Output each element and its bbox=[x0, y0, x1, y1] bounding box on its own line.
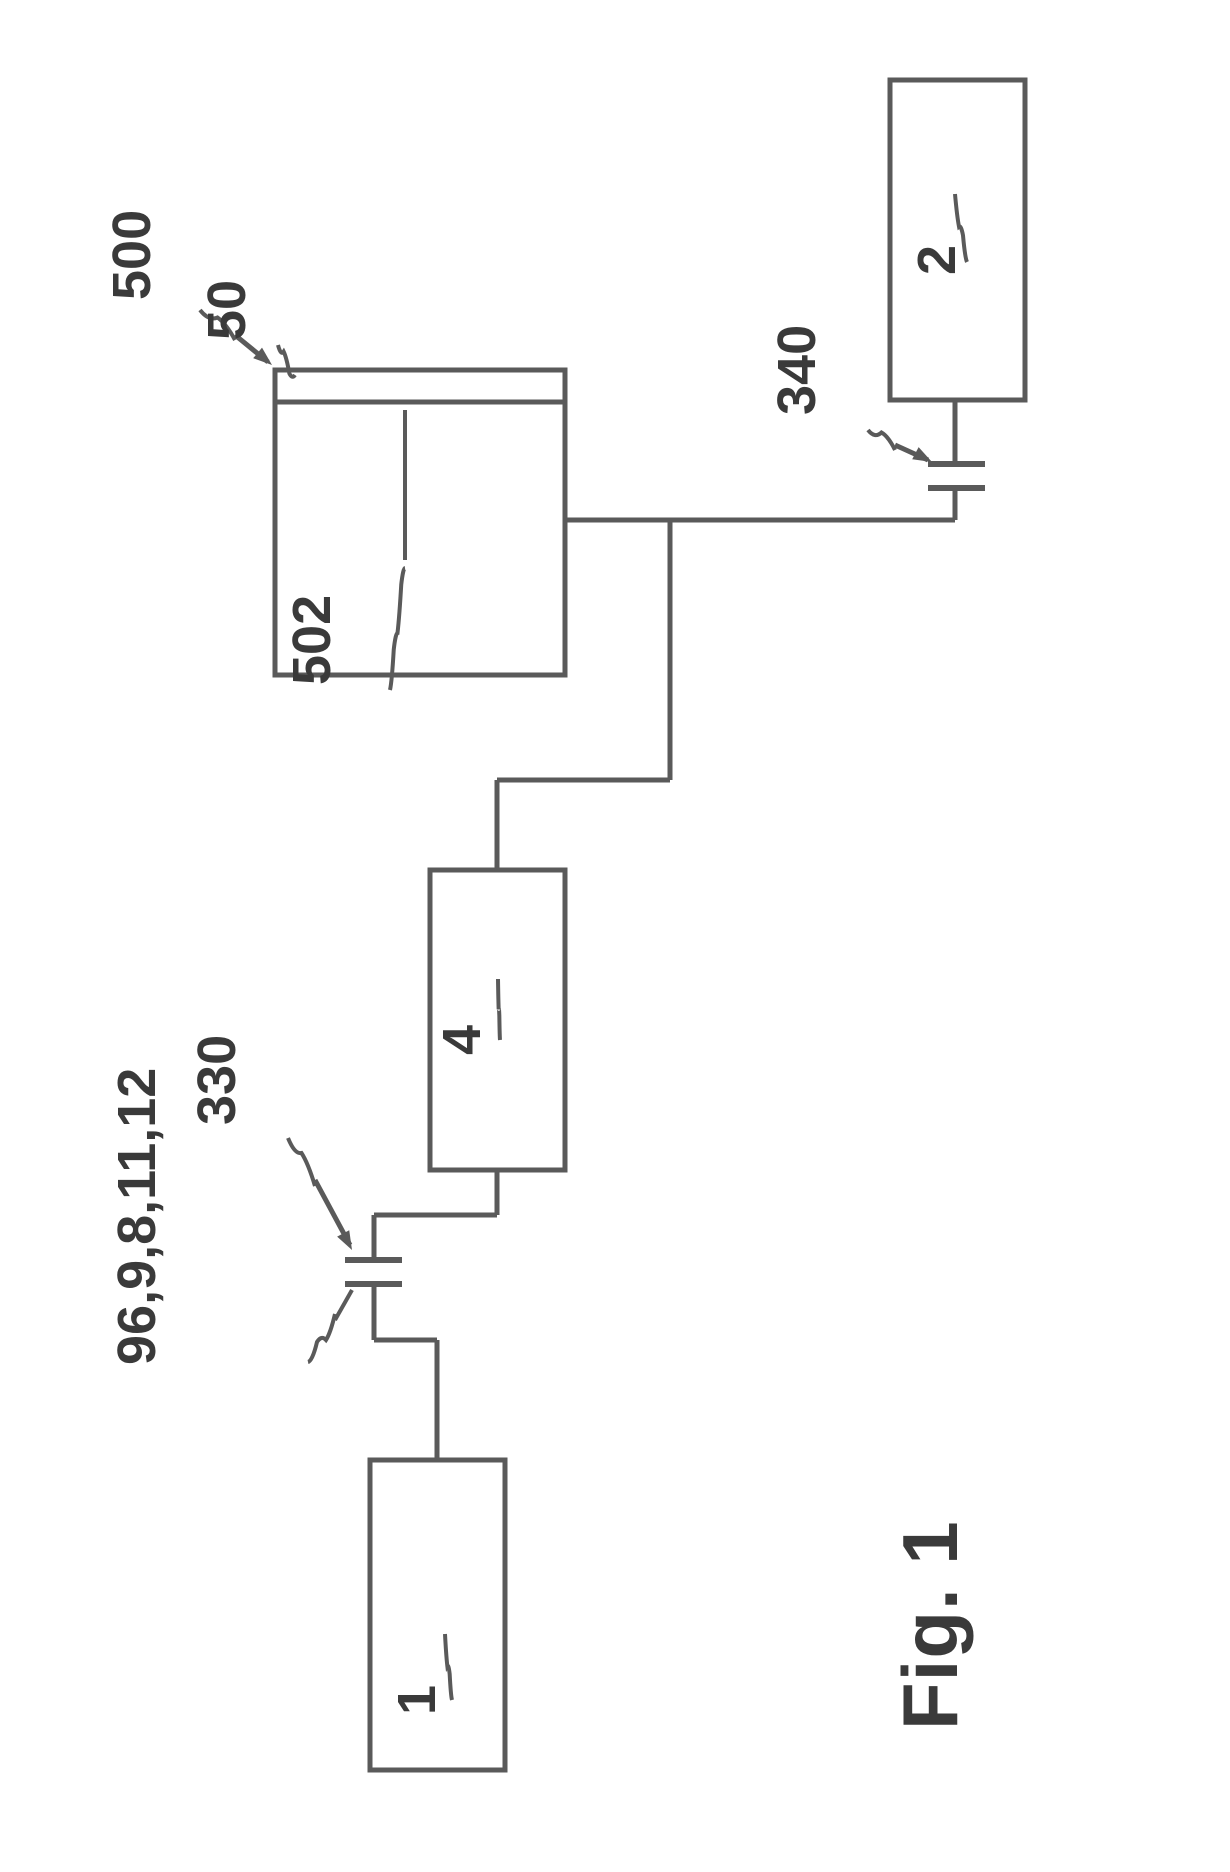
ref-label: 340 bbox=[767, 325, 827, 415]
figure-caption: Fig. 1 bbox=[885, 1520, 976, 1730]
block-diagram: 500 50 502 330 96,9,8,11,12 4 1 340 2 bbox=[0, 0, 1230, 1872]
ref-label: 1 bbox=[387, 1685, 447, 1715]
ref-label: 2 bbox=[907, 245, 967, 275]
ref-label: 50 bbox=[197, 280, 257, 340]
ref-label: 500 bbox=[102, 210, 162, 300]
ref-label: 96,9,8,11,12 bbox=[107, 1068, 167, 1365]
ref-label: 502 bbox=[282, 595, 342, 685]
ref-label: 4 bbox=[432, 1025, 492, 1055]
ref-label: 330 bbox=[187, 1035, 247, 1125]
